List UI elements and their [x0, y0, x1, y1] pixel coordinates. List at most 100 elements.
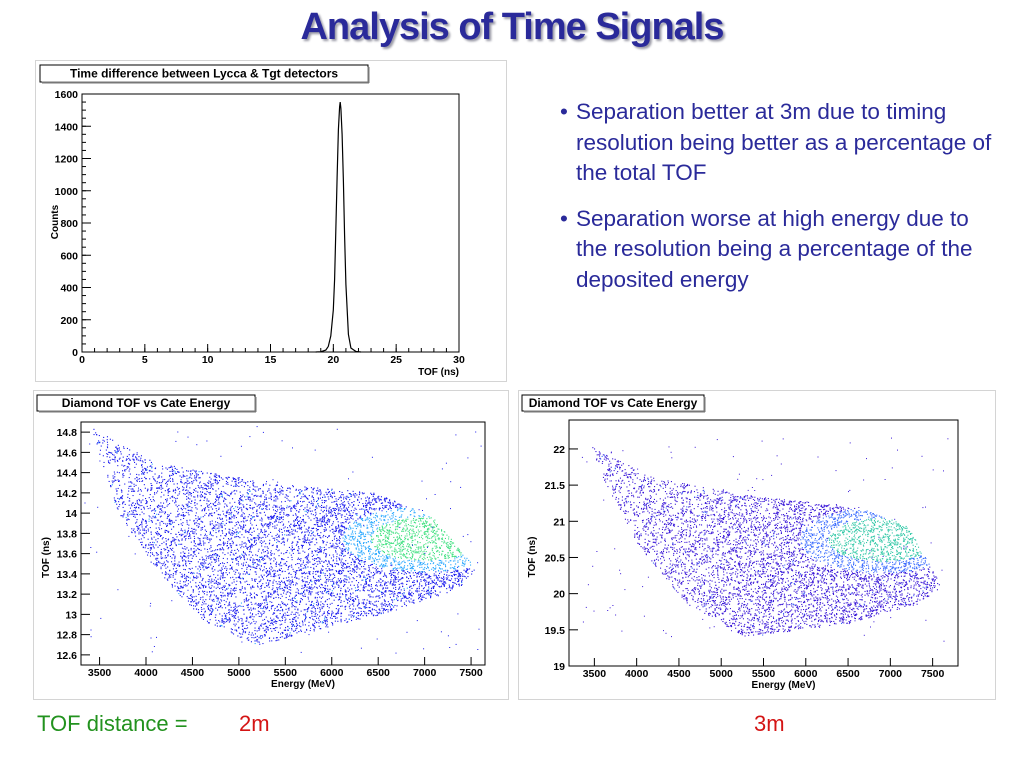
scatter-point: [358, 552, 360, 554]
scatter-point: [154, 516, 156, 518]
scatter-point: [412, 572, 414, 574]
scatter-point: [159, 562, 161, 564]
scatter-point: [183, 568, 185, 570]
scatter-point: [358, 501, 360, 503]
scatter-point: [390, 533, 392, 535]
scatter-point: [422, 523, 424, 525]
scatter-point: [322, 593, 324, 595]
scatter-point: [364, 559, 366, 561]
scatter-point: [247, 537, 249, 539]
scatter-point: [333, 545, 335, 547]
scatter-point: [232, 477, 234, 479]
scatter-point: [261, 520, 263, 522]
scatter-point: [360, 544, 362, 546]
scatter-point: [198, 570, 200, 572]
scatter-point: [300, 565, 302, 567]
scatter-point: [376, 515, 378, 517]
x-tick-label: 10: [202, 354, 214, 366]
scatter-point: [378, 495, 380, 497]
scatter-point: [309, 571, 311, 573]
scatter-point: [239, 503, 241, 505]
scatter-point: [276, 484, 278, 486]
tof-histogram-panel: Time difference between Lycca & Tgt dete…: [35, 60, 507, 382]
scatter-point: [163, 522, 165, 524]
scatter-point: [175, 545, 177, 547]
scatter-point: [356, 564, 358, 566]
scatter-point: [464, 561, 466, 563]
scatter-point: [284, 526, 286, 528]
scatter-point: [141, 464, 143, 466]
scatter-point: [403, 567, 405, 569]
scatter-point: [383, 556, 385, 558]
scatter-point: [233, 617, 235, 619]
scatter-point: [394, 529, 396, 531]
scatter-point: [436, 526, 438, 528]
scatter-point: [285, 577, 287, 579]
scatter-point: [155, 552, 157, 554]
scatter-point: [328, 610, 330, 612]
scatter-point: [386, 585, 388, 587]
scatter-point: [342, 544, 344, 546]
scatter-point: [222, 532, 224, 534]
scatter-point: [411, 568, 413, 570]
scatter-point: [192, 601, 194, 603]
scatter-point: [141, 505, 143, 507]
scatter-point: [378, 539, 380, 541]
scatter-point: [344, 620, 346, 622]
scatter-point: [212, 570, 214, 572]
scatter-point: [200, 520, 202, 522]
scatter-point: [214, 502, 216, 504]
scatter-point: [362, 520, 364, 522]
scatter-point: [304, 557, 306, 559]
scatter-point: [352, 530, 354, 532]
scatter-point: [272, 576, 274, 578]
scatter-point: [272, 587, 274, 589]
scatter-point: [297, 522, 299, 524]
scatter-point: [212, 527, 214, 529]
scatter-point: [325, 568, 327, 570]
scatter-point: [367, 594, 369, 596]
scatter-point: [276, 506, 278, 508]
scatter-point: [423, 527, 425, 529]
scatter-point: [177, 488, 179, 490]
scatter-point: [368, 550, 370, 552]
scatter-point: [360, 559, 362, 561]
scatter-point: [151, 521, 153, 523]
scatter-point: [317, 529, 319, 531]
scatter-point: [386, 555, 388, 557]
scatter-point: [231, 568, 233, 570]
scatter-point: [263, 599, 265, 601]
scatter-point: [128, 470, 130, 472]
scatter-point: [383, 546, 385, 548]
scatter-point: [461, 580, 463, 582]
scatter-point: [210, 550, 212, 552]
scatter-point: [159, 522, 161, 524]
scatter-point: [202, 516, 204, 518]
scatter-point: [194, 554, 196, 556]
scatter-point: [361, 519, 363, 521]
scatter-point: [206, 498, 208, 500]
scatter-point: [201, 556, 203, 558]
scatter-point: [275, 506, 277, 508]
scatter-point: [202, 596, 204, 598]
scatter-point: [302, 541, 304, 543]
scatter-point: [281, 636, 283, 638]
scatter-point: [384, 560, 386, 562]
scatter-point: [153, 517, 155, 519]
scatter-point: [203, 613, 205, 615]
scatter-point: [364, 583, 366, 585]
scatter-point: [257, 586, 259, 588]
scatter-point: [309, 573, 311, 575]
scatter-point: [317, 594, 319, 596]
scatter-point: [136, 521, 138, 523]
scatter-point: [295, 606, 297, 608]
scatter-point: [271, 630, 273, 632]
scatter-point: [193, 520, 195, 522]
scatter-point: [312, 489, 314, 491]
scatter-point: [321, 560, 323, 562]
scatter-point: [124, 465, 126, 467]
scatter-point: [388, 590, 390, 592]
scatter-point: [198, 549, 200, 551]
scatter-point: [373, 508, 375, 510]
scatter-point: [307, 596, 309, 598]
